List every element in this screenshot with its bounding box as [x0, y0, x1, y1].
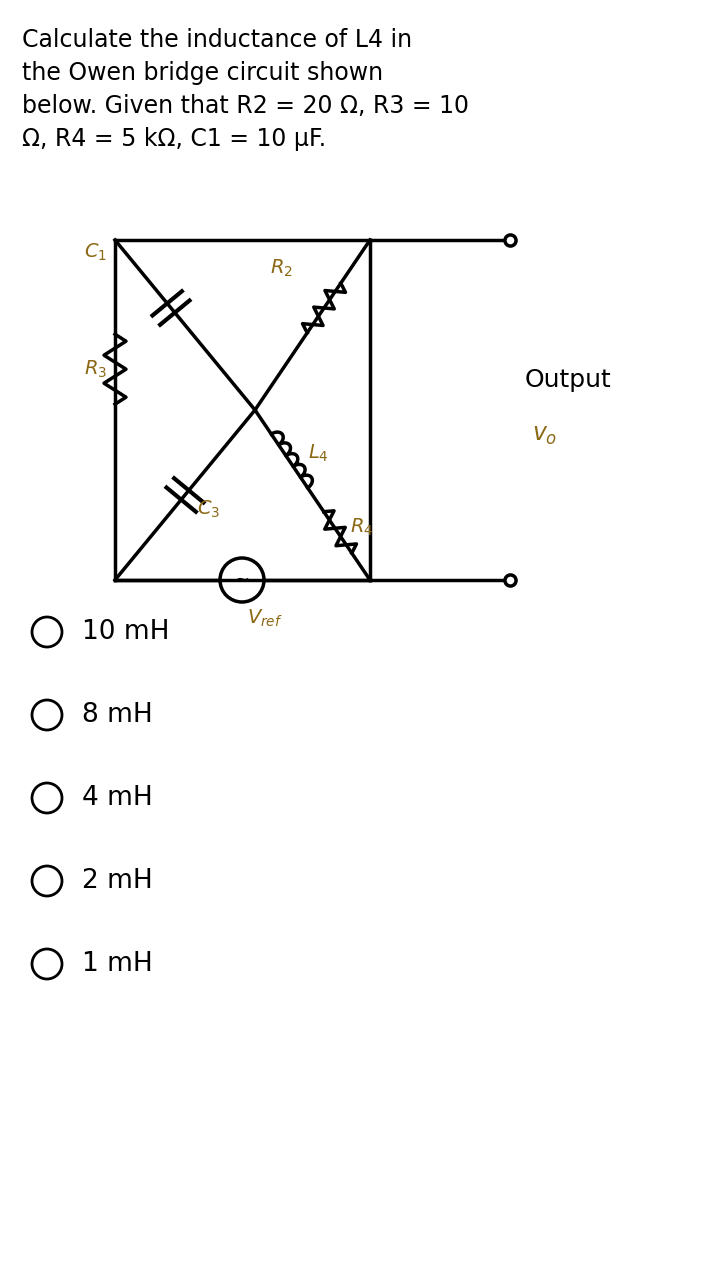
Text: $R_2$: $R_2$ [270, 259, 293, 279]
Text: 8 mH: 8 mH [82, 701, 153, 728]
Text: $R_4$: $R_4$ [350, 517, 373, 538]
Text: $L_4$: $L_4$ [307, 443, 328, 463]
Text: the Owen bridge circuit shown: the Owen bridge circuit shown [22, 61, 383, 84]
Text: Ω, R4 = 5 kΩ, C1 = 10 μF.: Ω, R4 = 5 kΩ, C1 = 10 μF. [22, 127, 326, 151]
Text: ~: ~ [235, 571, 250, 589]
Text: Output: Output [525, 369, 612, 392]
Text: 10 mH: 10 mH [82, 620, 169, 645]
Text: $v_o$: $v_o$ [532, 422, 557, 447]
Text: $V_{ref}$: $V_{ref}$ [247, 608, 283, 630]
Text: $R_3$: $R_3$ [84, 358, 107, 380]
Text: below. Given that R2 = 20 Ω, R3 = 10: below. Given that R2 = 20 Ω, R3 = 10 [22, 93, 469, 118]
Text: 4 mH: 4 mH [82, 785, 153, 812]
Text: $C_3$: $C_3$ [197, 498, 220, 520]
Text: 1 mH: 1 mH [82, 951, 153, 977]
Text: Calculate the inductance of L4 in: Calculate the inductance of L4 in [22, 28, 412, 52]
Text: $C_1$: $C_1$ [84, 242, 107, 264]
Text: 2 mH: 2 mH [82, 868, 153, 893]
